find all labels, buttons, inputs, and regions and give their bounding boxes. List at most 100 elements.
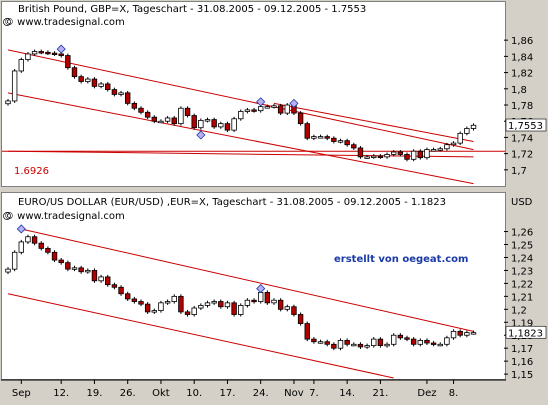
eur-candle xyxy=(251,299,257,303)
eur-candle xyxy=(191,307,197,315)
diamond-marker-icon xyxy=(256,284,266,294)
gbp-candle xyxy=(238,111,244,120)
eur-candle xyxy=(257,292,264,302)
eur-candle xyxy=(178,295,184,313)
eur-candle xyxy=(204,302,211,306)
eur-candle xyxy=(224,302,231,308)
gbp-candle xyxy=(118,92,124,95)
eur-y-tick-label: 1,23 xyxy=(511,266,533,277)
diamond-marker-icon xyxy=(256,97,266,107)
x-tick-label: 10. xyxy=(186,388,202,399)
eur-candle xyxy=(118,286,124,295)
gbp-candle xyxy=(38,51,44,54)
eur-y-tick-label: 1,16 xyxy=(511,357,533,368)
eur-candle xyxy=(98,276,104,282)
x-tick-label: Dez xyxy=(417,388,436,399)
gbp-candle xyxy=(257,106,264,112)
eur-candle xyxy=(171,295,177,302)
eur-candle xyxy=(144,303,151,313)
gbp-candle xyxy=(131,102,138,109)
x-tick-label: 21. xyxy=(372,388,388,399)
gbp-candle xyxy=(5,100,11,105)
eur-chart-panel xyxy=(1,192,506,380)
gbp-candle xyxy=(457,132,463,144)
eur-candle xyxy=(291,306,297,315)
gbp-channel-line xyxy=(273,102,474,142)
gbp-candle xyxy=(377,155,384,158)
gbp-candle xyxy=(317,136,324,139)
copyright-icon xyxy=(3,18,11,26)
gbp-candle xyxy=(450,142,457,146)
gbp-candle xyxy=(404,154,410,160)
eur-candle xyxy=(218,301,224,308)
eur-candle xyxy=(397,334,404,339)
eur-candle xyxy=(424,340,430,344)
x-tick-label: 26. xyxy=(120,388,136,399)
gbp-candle xyxy=(184,107,191,116)
x-tick-label: Sep xyxy=(12,388,31,399)
eur-y-tick-label: 1,19 xyxy=(511,318,533,329)
eur-candle xyxy=(337,340,344,349)
gbp-candle xyxy=(384,154,390,158)
gbp-candle xyxy=(424,149,430,159)
eur-candle xyxy=(31,236,38,244)
gbp-y-tick-label: 1,78 xyxy=(511,101,533,112)
eur-candle xyxy=(131,298,138,302)
eur-candle xyxy=(377,338,384,346)
gbp-candle xyxy=(98,83,104,87)
gbp-candle xyxy=(191,115,197,129)
eur-candle xyxy=(470,332,477,335)
eur-channel-line xyxy=(7,293,394,379)
x-tick-label: 14. xyxy=(339,388,355,399)
gbp-candle xyxy=(277,105,284,114)
eur-candle xyxy=(271,299,277,304)
gbp-candle xyxy=(51,52,58,56)
eur-candle xyxy=(38,242,44,249)
gbp-y-tick-label: 1,8 xyxy=(511,85,527,96)
gbp-candle xyxy=(71,67,78,78)
gbp-channel-line xyxy=(7,49,474,151)
gbp-candle xyxy=(410,150,417,160)
eur-y-tick-label: 1,26 xyxy=(511,228,533,239)
eur-candle xyxy=(371,338,377,346)
eur-candle xyxy=(264,292,271,304)
gbp-candle xyxy=(297,112,304,125)
gbp-candle xyxy=(304,123,310,139)
gbp-candle xyxy=(437,148,443,151)
gbp-candle xyxy=(218,123,224,128)
eur-candle xyxy=(151,310,157,313)
gbp-candle xyxy=(397,151,404,155)
gbp-candle xyxy=(430,149,437,152)
gbp-candle xyxy=(78,76,84,82)
gbp-candle xyxy=(105,83,111,90)
eur-candle xyxy=(244,299,251,306)
gbp-candle xyxy=(158,120,164,124)
gbp-candle xyxy=(231,118,237,131)
eur-candle xyxy=(138,301,144,305)
eur-candle xyxy=(85,270,91,273)
gbp-candle xyxy=(125,92,131,104)
eur-candle xyxy=(344,340,350,345)
eur-candle xyxy=(390,334,397,345)
gbp-candle xyxy=(444,144,450,150)
eur-channel-line xyxy=(21,228,474,332)
gbp-candle xyxy=(45,51,51,55)
eur-copyright: © www.tradesignal.com xyxy=(4,211,125,222)
eur-y-tick-label: 1,22 xyxy=(511,279,533,290)
x-tick-label: 8. xyxy=(449,388,459,399)
gbp-candle xyxy=(58,53,64,56)
gbp-y-tick-label: 1,86 xyxy=(511,36,533,47)
eur-candle xyxy=(444,337,450,345)
gbp-candle xyxy=(211,119,217,128)
x-tick-label: 19. xyxy=(86,388,102,399)
eur-candle xyxy=(11,251,18,270)
eur-last-value-label: 1,1823 xyxy=(508,328,543,339)
x-tick-label: 24. xyxy=(253,388,269,399)
eur-candle xyxy=(430,342,437,345)
gbp-candle xyxy=(91,78,98,87)
eur-candle xyxy=(311,338,317,343)
eur-y-tick-label: 1,2 xyxy=(511,305,527,316)
eur-candle xyxy=(238,305,244,315)
eur-candle xyxy=(357,343,364,348)
eur-candle xyxy=(364,345,370,348)
